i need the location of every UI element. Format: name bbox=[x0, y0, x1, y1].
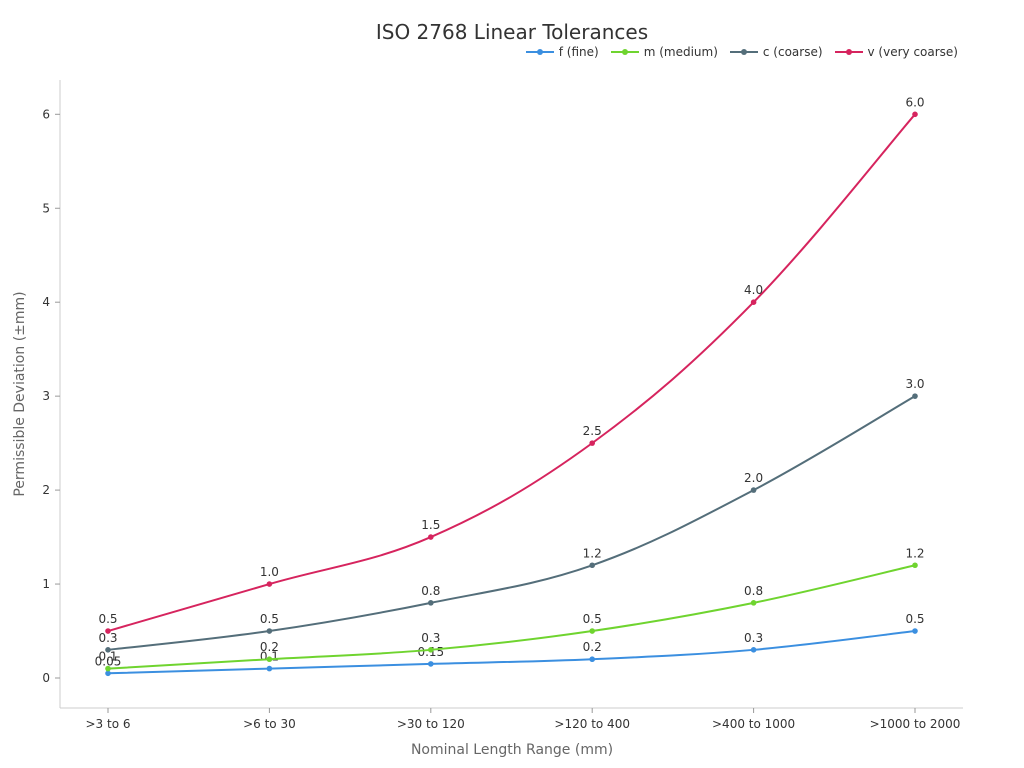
data-label-m-medium: 0.1 bbox=[98, 650, 117, 664]
legend-item-coarse[interactable]: c (coarse) bbox=[729, 45, 823, 59]
data-label-c-coarse: 0.5 bbox=[260, 612, 279, 626]
y-tick-label: 1 bbox=[42, 577, 50, 591]
data-point-c-coarse bbox=[105, 647, 111, 653]
data-label-m-medium: 1.2 bbox=[905, 546, 924, 560]
series-line-c-coarse bbox=[107, 395, 916, 651]
legend-item-fine[interactable]: f (fine) bbox=[525, 45, 599, 59]
data-label-f-fine: 0.2 bbox=[583, 640, 602, 654]
data-point-v-very-coarse bbox=[750, 299, 757, 306]
data-label-v-very-coarse: 0.5 bbox=[98, 612, 117, 626]
y-tick-label: 6 bbox=[42, 107, 50, 121]
legend-item-very-coarse[interactable]: v (very coarse) bbox=[834, 45, 958, 59]
legend: f (fine) m (medium) c (coarse) v (very c… bbox=[525, 45, 958, 59]
data-point-c-coarse bbox=[266, 628, 273, 634]
data-point-c-coarse bbox=[912, 393, 918, 399]
data-point-f-fine bbox=[912, 628, 918, 634]
data-point-v-very-coarse bbox=[912, 111, 918, 118]
legend-swatch-coarse bbox=[729, 46, 758, 58]
y-tick-label: 4 bbox=[42, 295, 50, 309]
data-point-f-fine bbox=[266, 665, 273, 672]
data-label-c-coarse: 0.3 bbox=[98, 631, 117, 645]
x-tick-label: >30 to 120 bbox=[397, 717, 465, 731]
y-tick-label: 3 bbox=[42, 389, 50, 403]
data-point-c-coarse bbox=[428, 600, 434, 606]
x-tick-label: >120 to 400 bbox=[554, 717, 630, 731]
data-label-f-fine: 0.05 bbox=[95, 654, 122, 668]
data-point-c-coarse bbox=[589, 562, 595, 569]
data-point-m-medium bbox=[428, 647, 434, 653]
data-point-m-medium bbox=[912, 562, 918, 569]
data-label-c-coarse: 2.0 bbox=[744, 471, 763, 485]
data-point-f-fine bbox=[589, 656, 595, 663]
data-point-m-medium bbox=[589, 628, 595, 634]
y-tick-label: 0 bbox=[42, 671, 50, 685]
data-point-v-very-coarse bbox=[428, 534, 434, 540]
y-tick-label: 5 bbox=[42, 201, 50, 215]
series-line-v-very-coarse bbox=[107, 113, 916, 632]
y-tick-label: 2 bbox=[42, 483, 50, 497]
x-axis-label: Nominal Length Range (mm) bbox=[410, 742, 614, 758]
data-label-m-medium: 0.2 bbox=[260, 640, 279, 654]
data-label-f-fine: 0.3 bbox=[744, 631, 763, 645]
legend-swatch-medium bbox=[610, 46, 639, 58]
data-label-c-coarse: 0.8 bbox=[421, 584, 440, 598]
legend-item-medium[interactable]: m (medium) bbox=[610, 45, 718, 59]
x-tick-label: >1000 to 2000 bbox=[870, 717, 961, 731]
data-label-v-very-coarse: 1.5 bbox=[421, 518, 440, 532]
legend-label-medium: m (medium) bbox=[643, 45, 718, 59]
legend-swatch-very-coarse bbox=[834, 46, 863, 58]
data-label-v-very-coarse: 2.5 bbox=[583, 424, 602, 438]
chart-title: ISO 2768 Linear Tolerances bbox=[375, 20, 649, 44]
data-label-v-very-coarse: 4.0 bbox=[744, 283, 763, 297]
data-point-m-medium bbox=[750, 600, 757, 606]
data-point-f-fine bbox=[105, 670, 111, 677]
data-label-c-coarse: 1.2 bbox=[583, 546, 602, 560]
legend-label-coarse: c (coarse) bbox=[762, 45, 823, 59]
data-point-c-coarse bbox=[750, 487, 757, 493]
x-tick-label: >400 to 1000 bbox=[712, 717, 795, 731]
data-point-v-very-coarse bbox=[266, 581, 273, 587]
data-label-m-medium: 0.8 bbox=[744, 584, 763, 598]
data-label-m-medium: 0.5 bbox=[583, 612, 602, 626]
data-point-v-very-coarse bbox=[589, 440, 595, 446]
legend-label-fine: f (fine) bbox=[558, 45, 599, 59]
y-axis-label: Permissible Deviation (±mm) bbox=[12, 291, 28, 497]
data-label-m-medium: 0.3 bbox=[421, 631, 440, 645]
data-label-c-coarse: 3.0 bbox=[905, 377, 924, 391]
data-label-f-fine: 0.5 bbox=[905, 612, 924, 626]
data-point-m-medium bbox=[266, 656, 273, 663]
data-label-v-very-coarse: 1.0 bbox=[260, 565, 279, 579]
data-point-f-fine bbox=[428, 661, 434, 667]
series-line-f-fine bbox=[107, 630, 916, 675]
x-tick-label: >6 to 30 bbox=[243, 717, 296, 731]
data-point-v-very-coarse bbox=[105, 628, 111, 634]
series-line-m-medium bbox=[107, 564, 916, 670]
data-point-m-medium bbox=[105, 665, 111, 672]
data-label-v-very-coarse: 6.0 bbox=[905, 95, 924, 109]
data-point-f-fine bbox=[750, 647, 757, 653]
x-tick-label: >3 to 6 bbox=[86, 717, 131, 731]
legend-label-very-coarse: v (very coarse) bbox=[867, 45, 958, 59]
legend-swatch-fine bbox=[525, 46, 554, 58]
